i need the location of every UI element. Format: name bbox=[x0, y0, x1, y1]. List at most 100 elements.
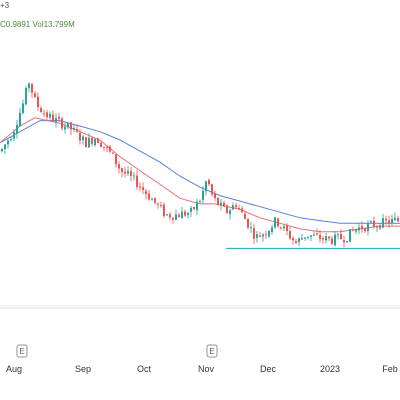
candle-body bbox=[10, 139, 12, 141]
candle-body bbox=[133, 175, 135, 177]
candle-body bbox=[382, 218, 384, 228]
candle-body bbox=[16, 124, 18, 134]
candle-body bbox=[214, 193, 216, 199]
candle-body bbox=[148, 193, 150, 200]
candle-body bbox=[31, 83, 33, 93]
candle-body bbox=[115, 154, 117, 165]
candle-body bbox=[223, 202, 225, 207]
candle-body bbox=[199, 201, 201, 203]
candle-body bbox=[103, 146, 105, 148]
candle-body bbox=[277, 218, 279, 227]
candle-body bbox=[139, 186, 141, 188]
candle-body bbox=[394, 217, 396, 221]
candle-body bbox=[61, 118, 63, 129]
candle-body bbox=[349, 229, 351, 242]
candle-body bbox=[331, 238, 333, 244]
legend-change: +3 bbox=[0, 1, 10, 10]
candle-body bbox=[325, 236, 327, 241]
candle-body bbox=[271, 227, 273, 233]
x-tick-label: Dec bbox=[260, 364, 277, 374]
candle-body bbox=[316, 233, 318, 235]
candle-body bbox=[289, 231, 291, 239]
candle-body bbox=[187, 212, 189, 215]
candle-body bbox=[124, 171, 126, 174]
legend-volume: Vol13.799M bbox=[32, 20, 75, 29]
candle-body bbox=[1, 148, 3, 152]
candle-body bbox=[280, 227, 282, 229]
candle-body bbox=[232, 205, 234, 210]
candle-body bbox=[46, 112, 48, 118]
x-tick-label: Oct bbox=[137, 364, 152, 374]
candle-body bbox=[82, 136, 84, 141]
candle-body bbox=[4, 144, 6, 150]
candle-body bbox=[118, 164, 120, 169]
candle-body bbox=[220, 202, 222, 206]
candle-body bbox=[385, 218, 387, 221]
candle-body bbox=[256, 234, 258, 238]
candle-body bbox=[229, 210, 231, 215]
candle-body bbox=[100, 142, 102, 147]
candle-body bbox=[97, 138, 99, 143]
earnings-marker-label: E bbox=[19, 347, 24, 356]
candle-body bbox=[196, 201, 198, 210]
candle-body bbox=[169, 214, 171, 218]
candle-body bbox=[247, 218, 249, 228]
candle-body bbox=[172, 217, 174, 220]
candle-body bbox=[283, 226, 285, 229]
candle-body bbox=[142, 187, 144, 190]
candle-body bbox=[352, 229, 354, 231]
candle-body bbox=[175, 214, 177, 220]
earnings-marker[interactable] bbox=[16, 344, 28, 358]
candle-body bbox=[358, 227, 360, 231]
candle-body bbox=[70, 122, 72, 130]
candle-body bbox=[73, 128, 75, 130]
candle-body bbox=[160, 205, 162, 207]
candle-body bbox=[373, 220, 375, 227]
candle-body bbox=[304, 237, 306, 239]
candle-body bbox=[397, 218, 399, 222]
candle-body bbox=[109, 146, 111, 152]
legend-close: C0.9891 bbox=[0, 20, 31, 29]
x-tick-label: Sep bbox=[75, 364, 91, 374]
candle-body bbox=[178, 214, 180, 218]
candle-body bbox=[154, 197, 156, 203]
ma-slow-line bbox=[0, 120, 400, 224]
candle-body bbox=[328, 236, 330, 239]
candle-body bbox=[22, 103, 24, 113]
candle-body bbox=[91, 137, 93, 144]
candle-body bbox=[241, 208, 243, 213]
candle-body bbox=[259, 235, 261, 237]
x-tick-label: Aug bbox=[6, 364, 22, 374]
candle-body bbox=[157, 203, 159, 205]
candle-body bbox=[337, 234, 339, 236]
candle-body bbox=[121, 168, 123, 173]
x-tick-label: Feb bbox=[382, 364, 398, 374]
candle-body bbox=[379, 225, 381, 229]
candle-body bbox=[370, 221, 372, 223]
candle-body bbox=[130, 171, 132, 176]
candle-body bbox=[43, 113, 45, 115]
candle-body bbox=[367, 223, 369, 232]
candle-body bbox=[307, 236, 309, 238]
candle-body bbox=[292, 238, 294, 241]
candle-body bbox=[235, 205, 237, 208]
candle-body bbox=[19, 112, 21, 126]
candle-body bbox=[112, 152, 114, 154]
candle-body bbox=[226, 205, 228, 213]
candle-body bbox=[106, 147, 108, 149]
earnings-marker[interactable] bbox=[206, 344, 218, 358]
x-tick-label: 2023 bbox=[320, 364, 340, 374]
candle-body bbox=[151, 199, 153, 201]
candle-body bbox=[190, 207, 192, 212]
candle-body bbox=[127, 171, 129, 174]
candle-body bbox=[334, 234, 336, 246]
candle-body bbox=[76, 129, 78, 132]
candle-body bbox=[67, 122, 69, 128]
legend-values: C0.9891 Vol13.799M bbox=[0, 20, 75, 30]
candle-body bbox=[319, 235, 321, 240]
candle-body bbox=[13, 132, 15, 139]
candle-body bbox=[79, 132, 81, 141]
candle-body bbox=[361, 226, 363, 230]
candle-body bbox=[88, 137, 90, 148]
